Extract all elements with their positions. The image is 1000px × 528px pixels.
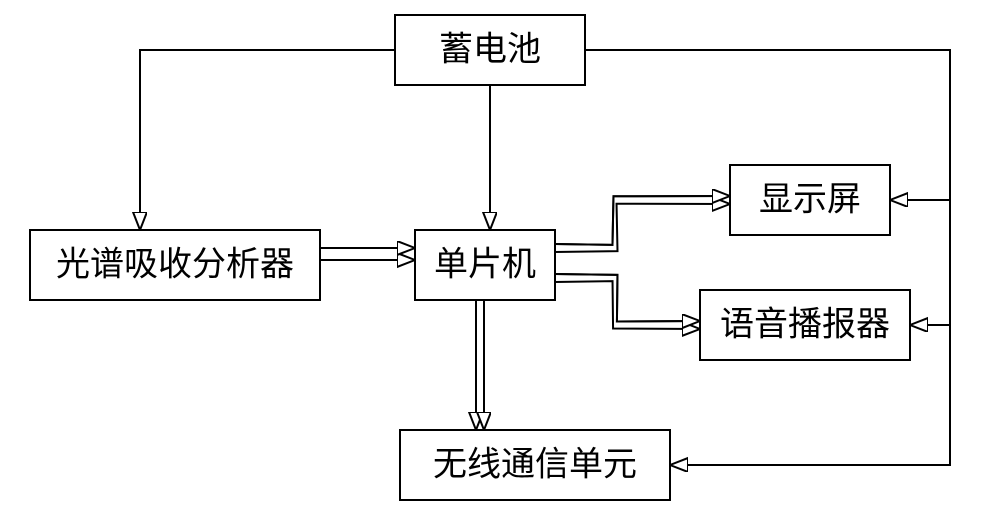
node-battery-label: 蓄电池 (439, 31, 541, 69)
node-analyzer-label: 光谱吸收分析器 (56, 246, 294, 284)
node-speaker: 语音播报器 (700, 290, 910, 360)
node-wireless-label: 无线通信单元 (433, 446, 637, 484)
node-speaker-label: 语音播报器 (720, 306, 890, 344)
diagram-canvas: 蓄电池光谱吸收分析器 单片机 显示屏语音播报器无线通信单元 (0, 0, 1000, 528)
node-analyzer: 光谱吸收分析器 (30, 230, 320, 300)
node-mcu-label: 单片机 (434, 246, 536, 284)
node-wireless: 无线通信单元 (400, 430, 670, 500)
node-display: 显示屏 (730, 165, 890, 235)
node-mcu: 单片机 (415, 230, 555, 300)
node-display-label: 显示屏 (759, 182, 861, 219)
node-battery: 蓄电池 (395, 15, 585, 85)
